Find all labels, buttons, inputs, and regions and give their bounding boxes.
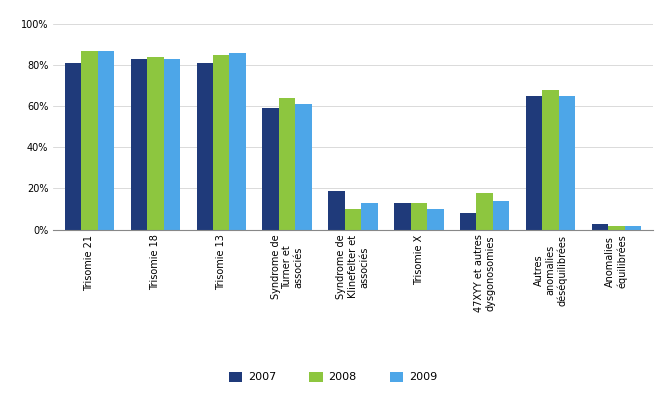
Bar	[625, 226, 641, 230]
Bar	[460, 213, 476, 230]
Bar	[361, 203, 378, 230]
Legend: 2007, 2008, 2009: 2007, 2008, 2009	[224, 367, 442, 387]
Bar	[98, 51, 114, 230]
Bar	[526, 96, 542, 230]
Bar	[147, 57, 164, 230]
Bar	[164, 59, 180, 230]
Bar	[262, 108, 279, 230]
Bar	[295, 104, 312, 230]
Bar	[592, 223, 608, 230]
Bar	[81, 51, 98, 230]
Bar	[328, 190, 345, 230]
Bar	[476, 192, 493, 230]
Bar	[493, 201, 509, 230]
Bar	[279, 98, 295, 230]
Bar	[411, 203, 427, 230]
Bar	[394, 203, 411, 230]
Bar	[65, 63, 81, 230]
Bar	[427, 209, 444, 230]
Bar	[230, 53, 246, 230]
Bar	[131, 59, 147, 230]
Bar	[213, 55, 230, 230]
Bar	[345, 209, 361, 230]
Bar	[196, 63, 213, 230]
Bar	[542, 89, 559, 230]
Bar	[608, 226, 625, 230]
Bar	[559, 96, 575, 230]
